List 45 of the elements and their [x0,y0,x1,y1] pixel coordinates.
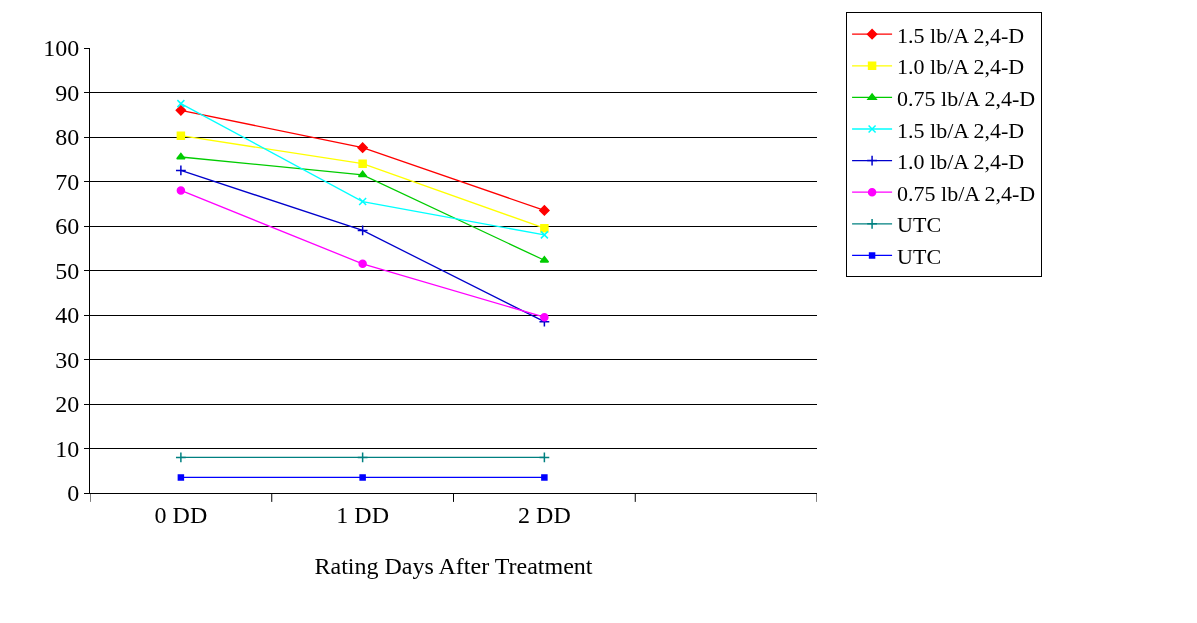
point [176,152,186,160]
legend-label: 0.75 lb/A 2,4-D [897,85,1036,111]
point [539,205,550,216]
point [176,99,186,108]
y-tick-label: 20 [55,391,80,418]
y-tick-label: 30 [55,346,80,373]
x-axis-title: Rating Days After Treatment [314,553,593,580]
point [358,197,367,206]
point [177,474,185,481]
legend-label: 0.75 lb/A 2,4-D [897,180,1036,206]
point [175,451,187,464]
y-tick-label: 10 [55,435,80,462]
point [538,451,551,464]
legend-label: UTC [897,212,942,238]
legend-label: UTC [897,243,942,269]
point [357,142,368,153]
y-tick-label: 80 [55,124,80,151]
point [356,451,369,464]
point [175,164,187,177]
point [176,186,186,195]
y-tick-label: 100 [43,35,80,62]
legend-label: 1.5 lb/A 2,4-D [897,22,1025,48]
y-tick-label: 0 [67,480,80,507]
y-tick-label: 60 [55,213,80,240]
point [175,105,187,116]
point [358,259,367,269]
y-tick-label: 50 [55,257,80,284]
point [540,230,549,240]
point [540,312,549,322]
point [541,474,548,481]
point [176,131,186,140]
y-tick-label: 70 [55,168,80,195]
legend-label: 1.0 lb/A 2,4-D [897,54,1025,80]
y-tick-label: 40 [55,302,80,329]
x-tick-label: 2 DD [518,501,571,528]
x-tick-label: 1 DD [336,501,389,528]
point [540,223,549,233]
legend-label: 1.0 lb/A 2,4-D [897,149,1025,175]
point [359,474,366,481]
point [358,159,367,168]
x-tick-label: 0 DD [154,501,208,528]
legend-label: 1.5 lb/A 2,4-D [897,117,1025,143]
y-tick-label: 90 [55,79,80,106]
point [357,170,368,178]
point [356,224,369,237]
